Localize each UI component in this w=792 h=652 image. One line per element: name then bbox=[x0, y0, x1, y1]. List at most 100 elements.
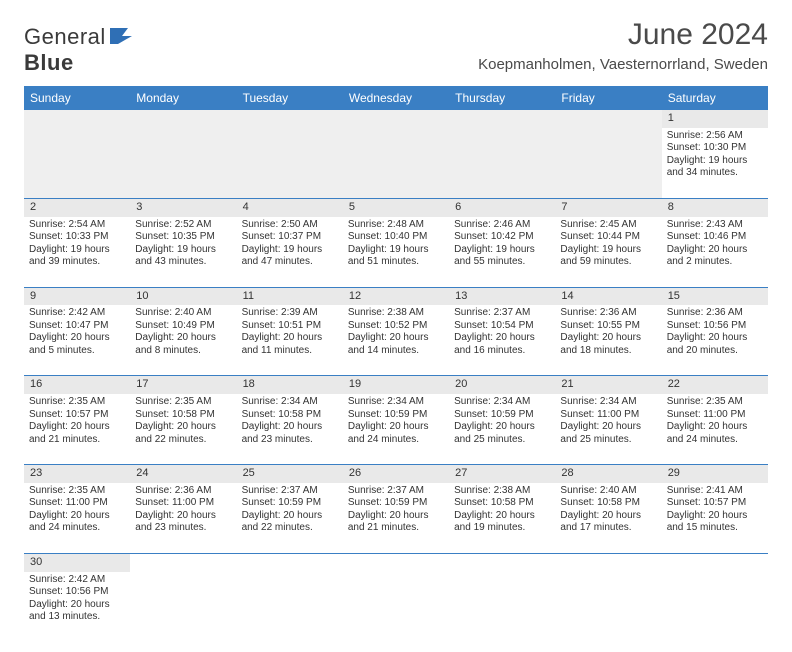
day-detail-cell: Sunrise: 2:36 AMSunset: 11:00 PMDaylight… bbox=[130, 483, 236, 554]
day-detail-cell: Sunrise: 2:34 AMSunset: 10:58 PMDaylight… bbox=[237, 394, 343, 465]
sunset-text: Sunset: 10:55 PM bbox=[560, 320, 656, 333]
daylight-line1: Daylight: 20 hours bbox=[29, 421, 125, 434]
day-number-cell: 10 bbox=[130, 287, 236, 305]
logo: General Blue bbox=[24, 24, 136, 76]
sunset-text: Sunset: 10:52 PM bbox=[348, 320, 444, 333]
day-detail: Sunrise: 2:38 AMSunset: 10:52 PMDaylight… bbox=[348, 307, 444, 357]
day-number-cell: 18 bbox=[237, 376, 343, 394]
daylight-line1: Daylight: 20 hours bbox=[667, 332, 763, 345]
day-detail-cell: Sunrise: 2:52 AMSunset: 10:35 PMDaylight… bbox=[130, 217, 236, 288]
sunset-text: Sunset: 11:00 PM bbox=[560, 409, 656, 422]
sunset-text: Sunset: 10:47 PM bbox=[29, 320, 125, 333]
day-number-cell bbox=[343, 553, 449, 571]
sunset-text: Sunset: 10:44 PM bbox=[560, 231, 656, 244]
calendar-page: General Blue June 2024 Koepmanholmen, Va… bbox=[0, 0, 792, 652]
sunset-text: Sunset: 10:59 PM bbox=[348, 409, 444, 422]
sunset-text: Sunset: 10:42 PM bbox=[454, 231, 550, 244]
sunset-text: Sunset: 11:00 PM bbox=[29, 497, 125, 510]
day-detail-cell: Sunrise: 2:42 AMSunset: 10:47 PMDaylight… bbox=[24, 305, 130, 376]
day-detail-cell: Sunrise: 2:36 AMSunset: 10:56 PMDaylight… bbox=[662, 305, 768, 376]
sunrise-text: Sunrise: 2:35 AM bbox=[667, 396, 763, 409]
day-number-cell bbox=[237, 110, 343, 128]
daylight-line1: Daylight: 19 hours bbox=[242, 244, 338, 257]
daylight-line1: Daylight: 20 hours bbox=[348, 421, 444, 434]
day-detail-cell: Sunrise: 2:35 AMSunset: 10:58 PMDaylight… bbox=[130, 394, 236, 465]
daylight-line1: Daylight: 20 hours bbox=[454, 510, 550, 523]
day-detail-cell bbox=[24, 128, 130, 199]
day-detail-row: Sunrise: 2:56 AMSunset: 10:30 PMDaylight… bbox=[24, 128, 768, 199]
daylight-line1: Daylight: 20 hours bbox=[560, 421, 656, 434]
sunrise-text: Sunrise: 2:46 AM bbox=[454, 219, 550, 232]
daylight-line2: and 18 minutes. bbox=[560, 345, 656, 358]
day-detail: Sunrise: 2:39 AMSunset: 10:51 PMDaylight… bbox=[242, 307, 338, 357]
day-number-cell bbox=[449, 553, 555, 571]
sunrise-text: Sunrise: 2:36 AM bbox=[667, 307, 763, 320]
header-thursday: Thursday bbox=[449, 86, 555, 110]
day-detail-cell bbox=[130, 128, 236, 199]
sunset-text: Sunset: 10:58 PM bbox=[454, 497, 550, 510]
sunset-text: Sunset: 10:54 PM bbox=[454, 320, 550, 333]
day-number-row: 9101112131415 bbox=[24, 287, 768, 305]
day-detail-cell bbox=[237, 572, 343, 642]
day-detail-cell bbox=[237, 128, 343, 199]
header-monday: Monday bbox=[130, 86, 236, 110]
day-detail-cell: Sunrise: 2:37 AMSunset: 10:59 PMDaylight… bbox=[237, 483, 343, 554]
day-number-cell: 20 bbox=[449, 376, 555, 394]
sunset-text: Sunset: 11:00 PM bbox=[135, 497, 231, 510]
day-detail: Sunrise: 2:36 AMSunset: 10:55 PMDaylight… bbox=[560, 307, 656, 357]
day-detail: Sunrise: 2:34 AMSunset: 10:59 PMDaylight… bbox=[454, 396, 550, 446]
sunset-text: Sunset: 10:58 PM bbox=[242, 409, 338, 422]
day-number-cell: 1 bbox=[662, 110, 768, 128]
day-detail: Sunrise: 2:34 AMSunset: 10:58 PMDaylight… bbox=[242, 396, 338, 446]
day-detail-cell: Sunrise: 2:35 AMSunset: 11:00 PMDaylight… bbox=[662, 394, 768, 465]
daylight-line1: Daylight: 20 hours bbox=[454, 332, 550, 345]
day-detail-cell: Sunrise: 2:54 AMSunset: 10:33 PMDaylight… bbox=[24, 217, 130, 288]
daylight-line1: Daylight: 19 hours bbox=[560, 244, 656, 257]
sunset-text: Sunset: 10:58 PM bbox=[560, 497, 656, 510]
daylight-line2: and 13 minutes. bbox=[29, 611, 125, 624]
sunset-text: Sunset: 10:30 PM bbox=[667, 142, 763, 155]
sunrise-text: Sunrise: 2:40 AM bbox=[560, 485, 656, 498]
day-number-cell bbox=[343, 110, 449, 128]
daylight-line2: and 2 minutes. bbox=[667, 256, 763, 269]
day-number-cell: 22 bbox=[662, 376, 768, 394]
daylight-line1: Daylight: 20 hours bbox=[560, 510, 656, 523]
day-detail: Sunrise: 2:46 AMSunset: 10:42 PMDaylight… bbox=[454, 219, 550, 269]
day-number-cell: 29 bbox=[662, 465, 768, 483]
daylight-line1: Daylight: 20 hours bbox=[667, 421, 763, 434]
sunset-text: Sunset: 10:37 PM bbox=[242, 231, 338, 244]
day-number-cell bbox=[237, 553, 343, 571]
sunrise-text: Sunrise: 2:34 AM bbox=[348, 396, 444, 409]
month-title: June 2024 bbox=[478, 18, 768, 52]
day-detail-cell bbox=[343, 128, 449, 199]
sunset-text: Sunset: 10:56 PM bbox=[667, 320, 763, 333]
day-number-row: 30 bbox=[24, 553, 768, 571]
day-detail: Sunrise: 2:37 AMSunset: 10:54 PMDaylight… bbox=[454, 307, 550, 357]
daylight-line2: and 21 minutes. bbox=[29, 434, 125, 447]
day-detail-cell: Sunrise: 2:34 AMSunset: 10:59 PMDaylight… bbox=[449, 394, 555, 465]
location-text: Koepmanholmen, Vaesternorrland, Sweden bbox=[478, 56, 768, 73]
daylight-line2: and 8 minutes. bbox=[135, 345, 231, 358]
day-number-row: 23242526272829 bbox=[24, 465, 768, 483]
day-number-cell: 2 bbox=[24, 198, 130, 216]
sunset-text: Sunset: 10:58 PM bbox=[135, 409, 231, 422]
day-number-cell bbox=[130, 553, 236, 571]
day-number-cell: 12 bbox=[343, 287, 449, 305]
sunset-text: Sunset: 10:57 PM bbox=[29, 409, 125, 422]
day-detail-cell: Sunrise: 2:43 AMSunset: 10:46 PMDaylight… bbox=[662, 217, 768, 288]
day-number-row: 16171819202122 bbox=[24, 376, 768, 394]
daylight-line2: and 39 minutes. bbox=[29, 256, 125, 269]
daylight-line2: and 51 minutes. bbox=[348, 256, 444, 269]
daylight-line2: and 24 minutes. bbox=[348, 434, 444, 447]
sunrise-text: Sunrise: 2:42 AM bbox=[29, 307, 125, 320]
sunrise-text: Sunrise: 2:37 AM bbox=[242, 485, 338, 498]
day-number-cell: 24 bbox=[130, 465, 236, 483]
sunrise-text: Sunrise: 2:42 AM bbox=[29, 574, 125, 587]
sunset-text: Sunset: 10:59 PM bbox=[242, 497, 338, 510]
day-number-row: 2345678 bbox=[24, 198, 768, 216]
calendar-head: Sunday Monday Tuesday Wednesday Thursday… bbox=[24, 86, 768, 110]
day-number-cell: 4 bbox=[237, 198, 343, 216]
daylight-line2: and 11 minutes. bbox=[242, 345, 338, 358]
sunrise-text: Sunrise: 2:52 AM bbox=[135, 219, 231, 232]
sunset-text: Sunset: 10:51 PM bbox=[242, 320, 338, 333]
